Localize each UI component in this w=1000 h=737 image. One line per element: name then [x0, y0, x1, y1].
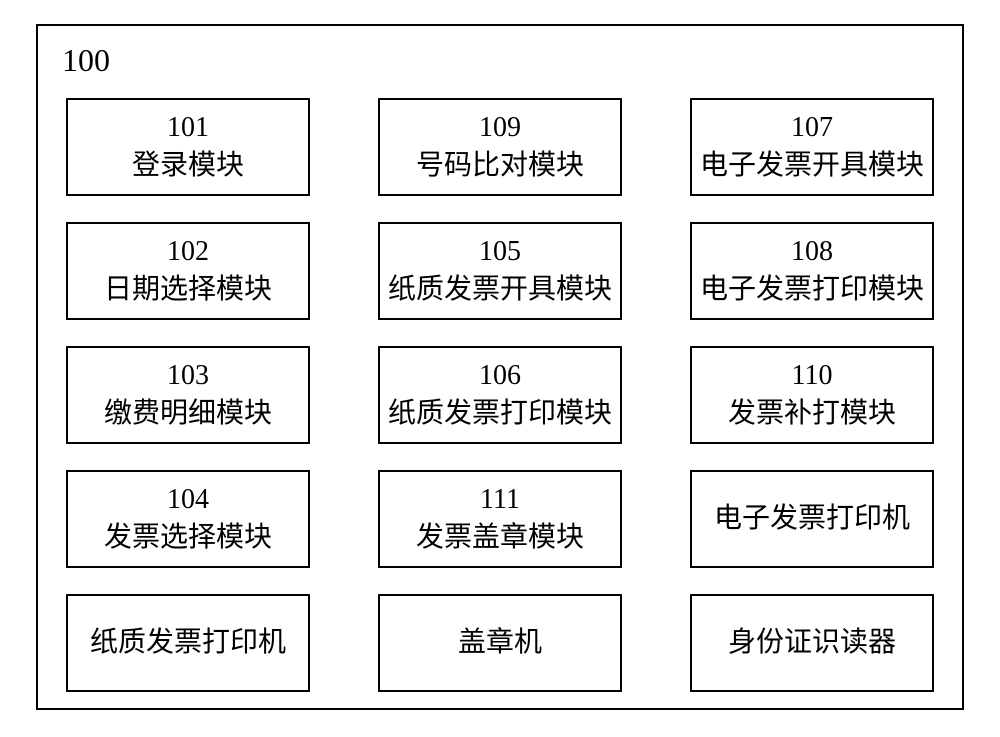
- module-number: 105: [479, 233, 521, 271]
- container-label: 100: [62, 42, 110, 79]
- module-box: 110发票补打模块: [690, 346, 934, 444]
- module-number: 103: [167, 357, 209, 395]
- module-box: 纸质发票打印机: [66, 594, 310, 692]
- module-number: 109: [479, 109, 521, 147]
- module-name: 盖章机: [458, 624, 542, 662]
- module-number: 111: [480, 481, 520, 519]
- diagram-canvas: 100 101登录模块 109号码比对模块 107电子发票开具模块 102日期选择模块…: [0, 0, 1000, 737]
- module-number: 107: [791, 109, 833, 147]
- module-box: 102日期选择模块: [66, 222, 310, 320]
- module-name: 纸质发票开具模块: [388, 271, 612, 309]
- module-box: 电子发票打印机: [690, 470, 934, 568]
- module-box: 101登录模块: [66, 98, 310, 196]
- module-box: 盖章机: [378, 594, 622, 692]
- module-number: 101: [167, 109, 209, 147]
- module-box: 104发票选择模块: [66, 470, 310, 568]
- module-name: 日期选择模块: [104, 271, 272, 309]
- module-box: 111发票盖章模块: [378, 470, 622, 568]
- module-box: 106纸质发票打印模块: [378, 346, 622, 444]
- module-box: 108电子发票打印模块: [690, 222, 934, 320]
- module-name: 发票选择模块: [104, 519, 272, 557]
- module-number: 110: [792, 357, 833, 395]
- module-number: 102: [167, 233, 209, 271]
- module-name: 发票补打模块: [728, 395, 896, 433]
- module-name: 身份证识读器: [728, 624, 896, 662]
- module-box: 107电子发票开具模块: [690, 98, 934, 196]
- module-name: 登录模块: [132, 147, 244, 185]
- module-number: 108: [791, 233, 833, 271]
- module-name: 发票盖章模块: [416, 519, 584, 557]
- module-name: 纸质发票打印机: [90, 624, 286, 662]
- module-name: 号码比对模块: [416, 147, 584, 185]
- module-box: 身份证识读器: [690, 594, 934, 692]
- module-box: 103缴费明细模块: [66, 346, 310, 444]
- module-box: 105纸质发票开具模块: [378, 222, 622, 320]
- module-name: 电子发票打印模块: [700, 271, 924, 309]
- module-number: 106: [479, 357, 521, 395]
- module-name: 纸质发票打印模块: [388, 395, 612, 433]
- module-name: 电子发票开具模块: [700, 147, 924, 185]
- module-name: 电子发票打印机: [714, 500, 910, 538]
- module-box: 109号码比对模块: [378, 98, 622, 196]
- module-name: 缴费明细模块: [104, 395, 272, 433]
- module-number: 104: [167, 481, 209, 519]
- module-grid: 101登录模块109号码比对模块107电子发票开具模块102日期选择模块105纸…: [66, 98, 934, 692]
